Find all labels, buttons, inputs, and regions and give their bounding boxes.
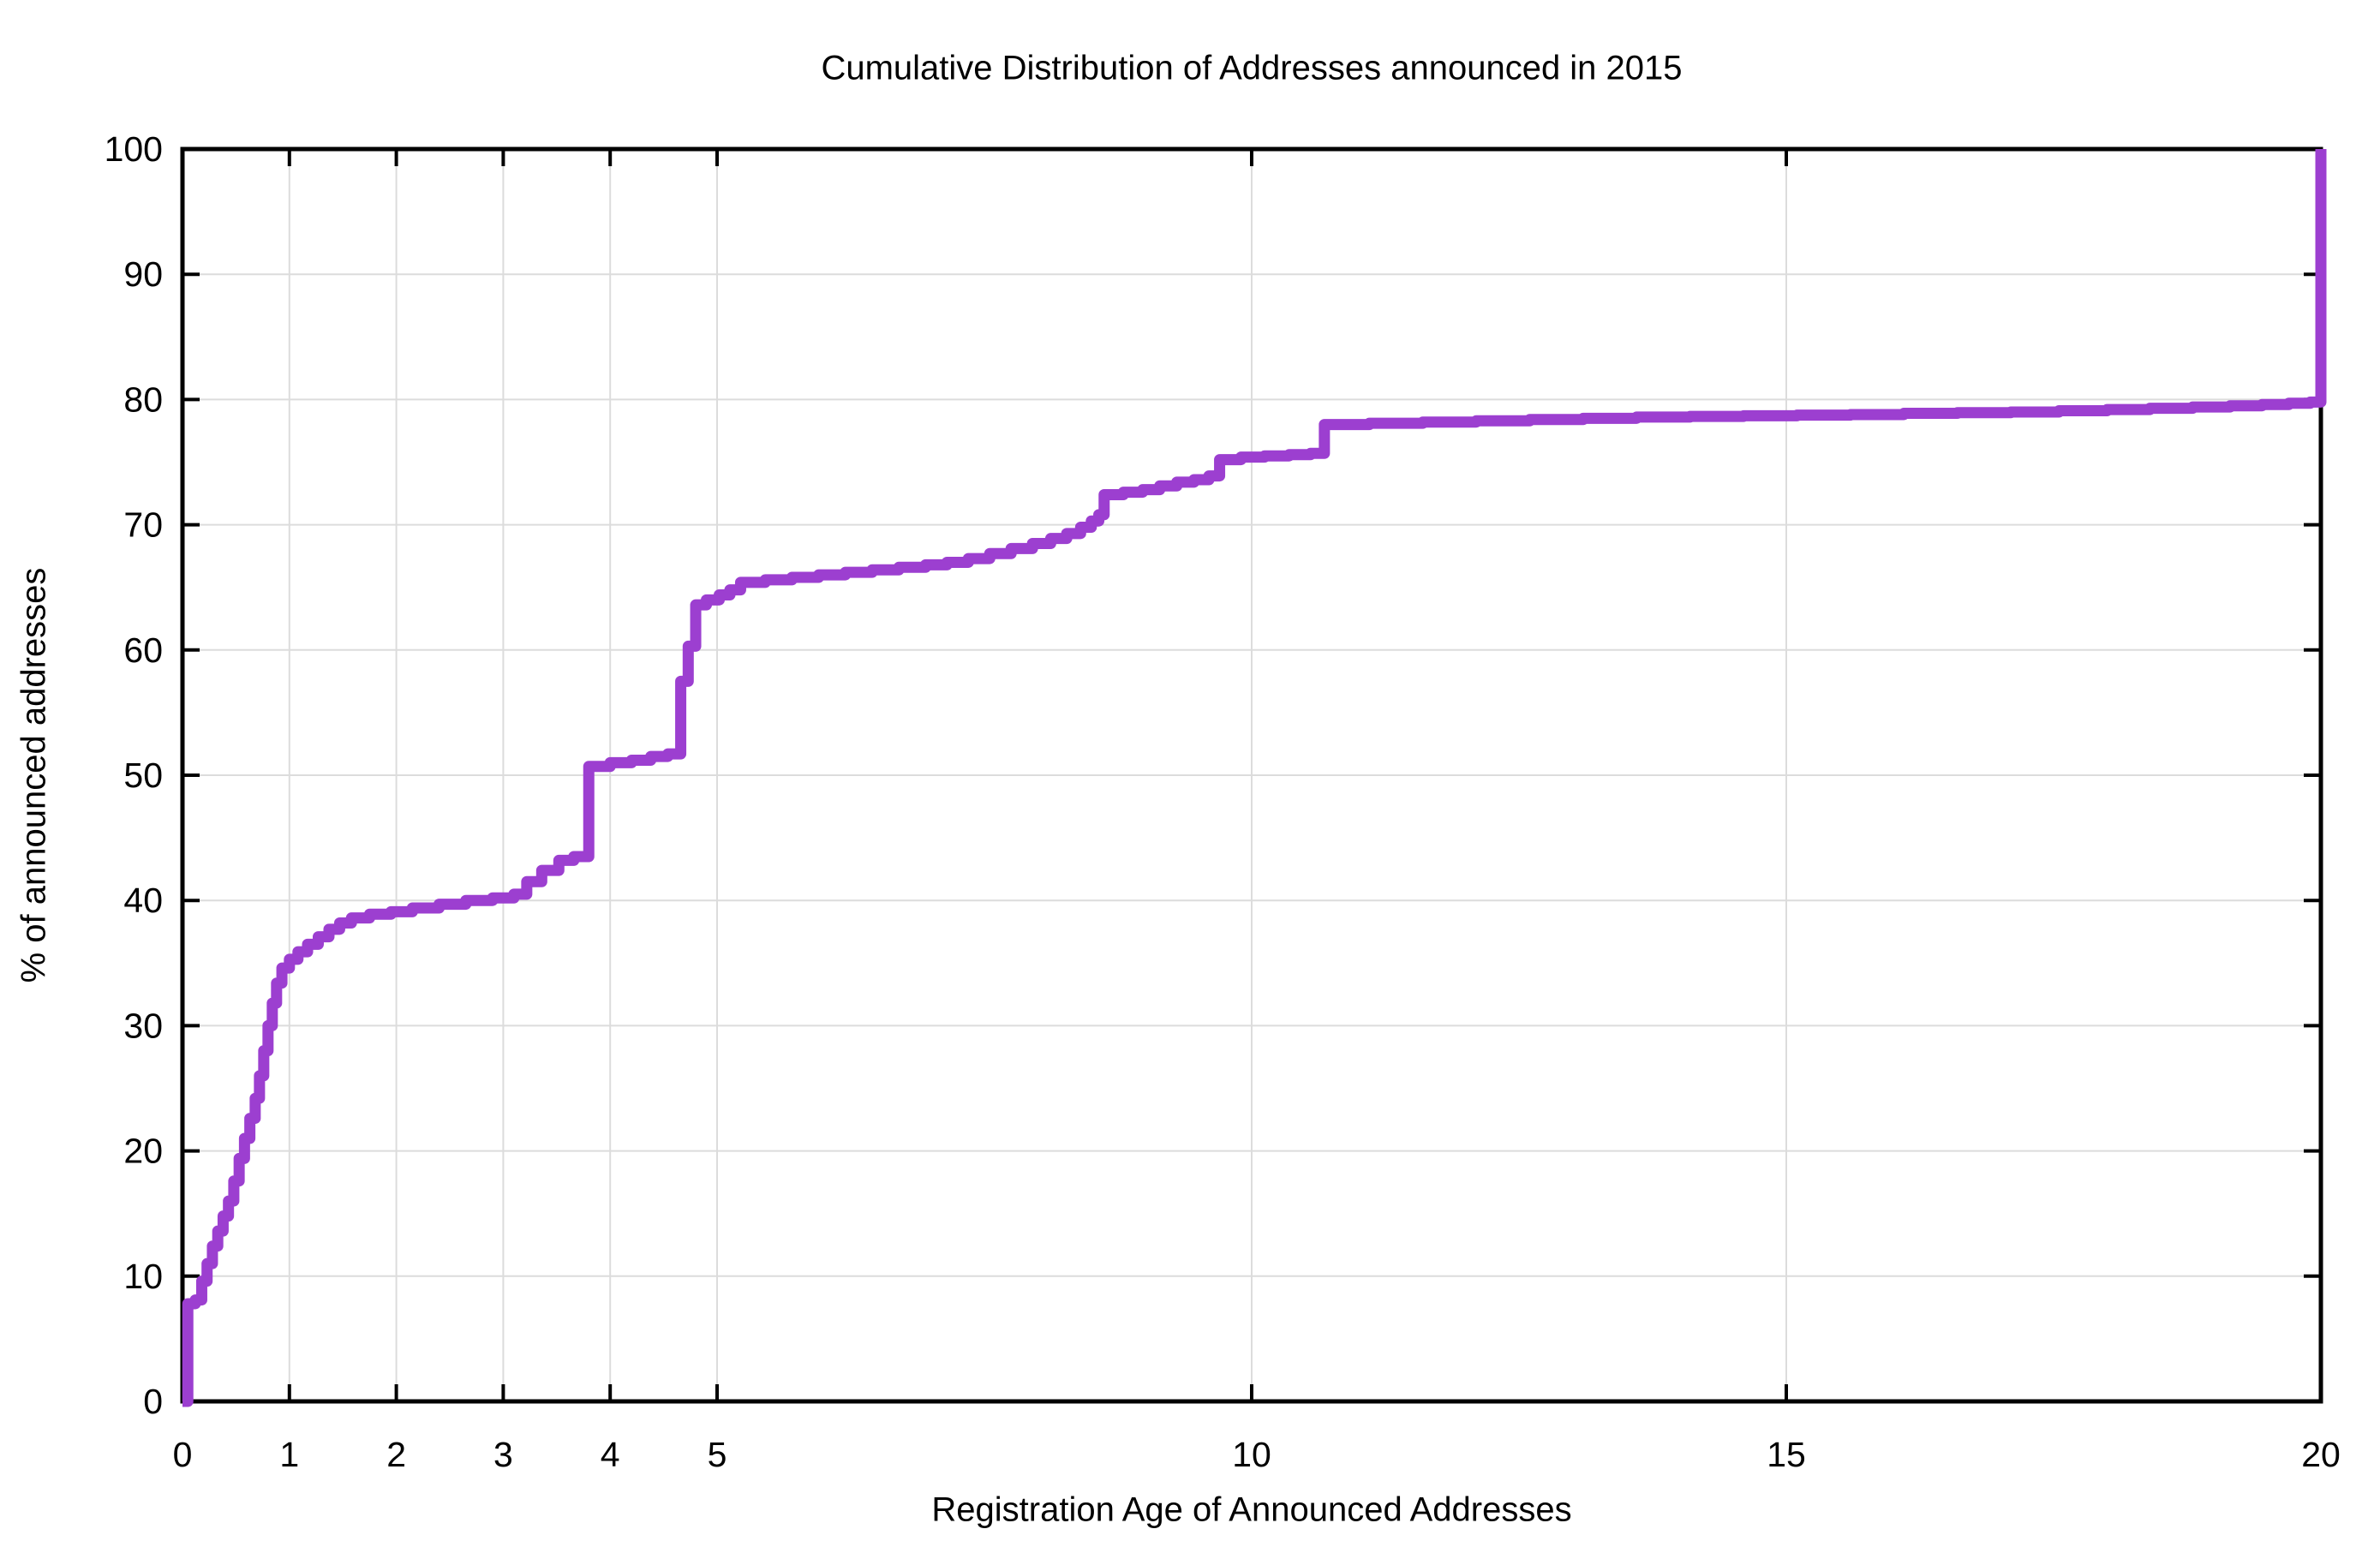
svg-text:2: 2 bbox=[386, 1435, 406, 1474]
svg-text:60: 60 bbox=[123, 630, 163, 670]
svg-text:80: 80 bbox=[123, 379, 163, 419]
svg-text:5: 5 bbox=[708, 1435, 727, 1474]
svg-text:15: 15 bbox=[1767, 1435, 1806, 1474]
svg-text:20: 20 bbox=[2301, 1435, 2341, 1474]
chart-title: Cumulative Distribution of Addresses ann… bbox=[821, 49, 1683, 87]
svg-text:20: 20 bbox=[123, 1132, 163, 1171]
svg-text:10: 10 bbox=[123, 1257, 163, 1296]
svg-text:100: 100 bbox=[105, 129, 163, 169]
svg-text:90: 90 bbox=[123, 254, 163, 294]
svg-text:10: 10 bbox=[1232, 1435, 1271, 1474]
svg-text:40: 40 bbox=[123, 881, 163, 920]
svg-text:1: 1 bbox=[279, 1435, 299, 1474]
svg-text:4: 4 bbox=[601, 1435, 620, 1474]
tick-labels: 0 1 2 3 4 5 10 15 20 0 10 20 30 40 50 60 70 80 90 100 bbox=[105, 129, 2341, 1474]
svg-text:0: 0 bbox=[143, 1382, 163, 1421]
svg-text:0: 0 bbox=[173, 1435, 193, 1474]
gridlines bbox=[182, 149, 2321, 1401]
x-axis-title: Registration Age of Announced Addresses bbox=[931, 1490, 1572, 1529]
svg-text:50: 50 bbox=[123, 756, 163, 795]
axes-and-ticks bbox=[180, 146, 2323, 1404]
svg-text:30: 30 bbox=[123, 1006, 163, 1045]
cdf-step-line bbox=[182, 149, 2327, 1407]
svg-text:3: 3 bbox=[493, 1435, 513, 1474]
svg-text:70: 70 bbox=[123, 505, 163, 545]
